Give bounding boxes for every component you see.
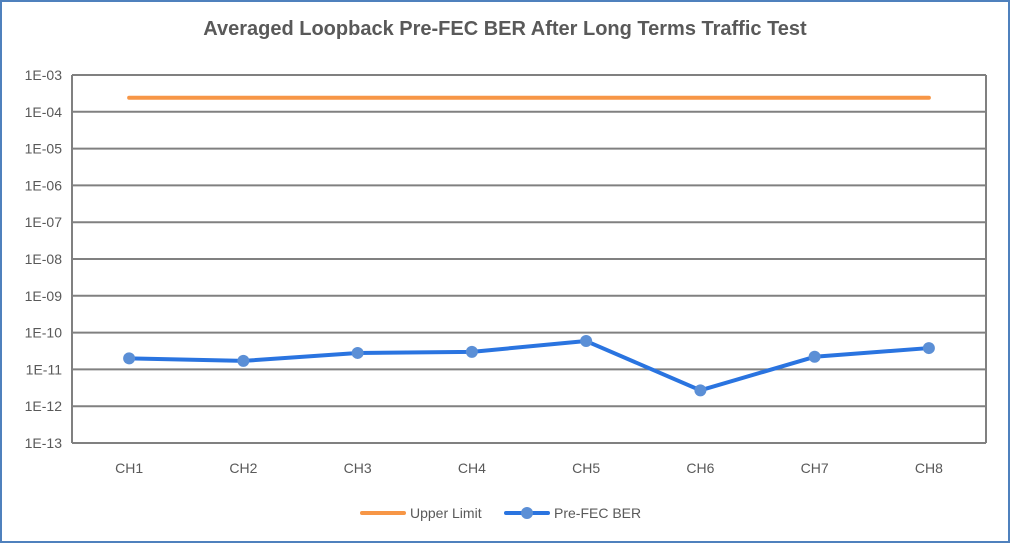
x-tick-label: CH8	[915, 460, 943, 476]
data-point	[351, 346, 364, 359]
y-tick-label: 1E-11	[26, 361, 63, 377]
y-tick-label: 1E-13	[25, 435, 63, 451]
data-point	[922, 342, 935, 355]
y-tick-label: 1E-04	[25, 104, 63, 120]
legend-label-pre-fec-ber: Pre-FEC BER	[554, 505, 641, 521]
y-axis-ticks: 1E-03 1E-04 1E-05 1E-06 1E-07 1E-08 1E-09 1E-10…	[25, 67, 63, 451]
data-point	[580, 335, 593, 348]
y-tick-label: 1E-06	[25, 177, 63, 193]
y-tick-label: 1E-07	[25, 214, 63, 230]
legend: Upper Limit Pre-FEC BER	[360, 505, 641, 521]
y-tick-label: 1E-08	[25, 251, 63, 267]
legend-marker-pre-fec-ber	[521, 507, 533, 519]
x-tick-label: CH2	[229, 460, 257, 476]
series-layer	[123, 95, 935, 397]
data-point	[465, 345, 478, 358]
x-tick-label: CH3	[344, 460, 372, 476]
series-line-pre-fec-ber	[127, 339, 931, 393]
x-axis-ticks: CH1 CH2 CH3 CH4 CH5 CH6 CH7 CH8	[115, 460, 943, 476]
gridlines	[71, 74, 987, 444]
x-tick-label: CH7	[801, 460, 829, 476]
data-point	[694, 384, 707, 397]
y-tick-label: 1E-12	[25, 398, 63, 414]
data-point	[237, 354, 250, 367]
data-point	[123, 352, 136, 365]
chart-title: Averaged Loopback Pre-FEC BER After Long…	[203, 18, 807, 40]
y-tick-label: 1E-03	[25, 67, 63, 83]
x-tick-label: CH6	[686, 460, 714, 476]
x-tick-label: CH1	[115, 460, 143, 476]
y-tick-label: 1E-09	[25, 288, 63, 304]
x-tick-label: CH5	[572, 460, 600, 476]
data-point	[808, 350, 821, 363]
legend-label-upper-limit: Upper Limit	[410, 505, 482, 521]
y-tick-label: 1E-05	[25, 141, 63, 157]
y-tick-label: 1E-10	[25, 325, 63, 341]
x-tick-label: CH4	[458, 460, 486, 476]
